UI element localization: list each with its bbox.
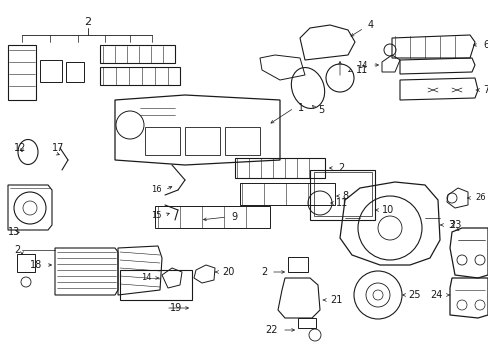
Bar <box>287 257 307 272</box>
Text: 6: 6 <box>482 40 488 50</box>
Text: 12: 12 <box>14 143 26 153</box>
Text: 2: 2 <box>261 267 267 277</box>
Text: 4: 4 <box>367 20 373 30</box>
Text: 9: 9 <box>230 212 237 222</box>
Text: 18: 18 <box>30 260 42 270</box>
Text: 8: 8 <box>341 191 347 201</box>
Bar <box>17 254 35 272</box>
Text: 20: 20 <box>222 267 234 277</box>
Text: 14: 14 <box>357 60 367 69</box>
Text: 3: 3 <box>447 220 453 230</box>
Text: 23: 23 <box>448 220 460 230</box>
Text: 1: 1 <box>297 103 304 113</box>
Text: 21: 21 <box>329 295 342 305</box>
Text: 11: 11 <box>355 65 367 75</box>
Text: 2: 2 <box>337 163 344 173</box>
Text: 22: 22 <box>265 325 278 335</box>
Text: 13: 13 <box>8 227 20 237</box>
Text: 2: 2 <box>84 17 91 27</box>
Text: 15: 15 <box>151 211 162 220</box>
Bar <box>100 67 180 85</box>
Bar <box>8 45 36 100</box>
Bar <box>145 127 180 155</box>
Bar <box>100 45 175 63</box>
Bar <box>66 62 84 82</box>
Text: 25: 25 <box>407 290 420 300</box>
Bar <box>40 60 62 82</box>
Text: 14: 14 <box>141 274 152 283</box>
Text: 17: 17 <box>52 143 64 153</box>
Bar <box>297 318 315 328</box>
Bar <box>184 127 220 155</box>
Text: 10: 10 <box>381 205 393 215</box>
Bar <box>224 127 260 155</box>
Text: 16: 16 <box>151 185 162 194</box>
Text: 5: 5 <box>317 105 324 115</box>
Bar <box>235 158 325 178</box>
Bar <box>120 270 192 300</box>
Text: 24: 24 <box>430 290 442 300</box>
Text: 7: 7 <box>482 85 488 95</box>
Text: 19: 19 <box>170 303 182 313</box>
Text: 26: 26 <box>474 194 485 202</box>
Bar <box>240 183 334 205</box>
Text: 2: 2 <box>14 245 20 255</box>
Bar <box>313 172 371 216</box>
Bar <box>155 206 269 228</box>
Bar <box>309 170 374 220</box>
Text: 11: 11 <box>335 198 347 208</box>
